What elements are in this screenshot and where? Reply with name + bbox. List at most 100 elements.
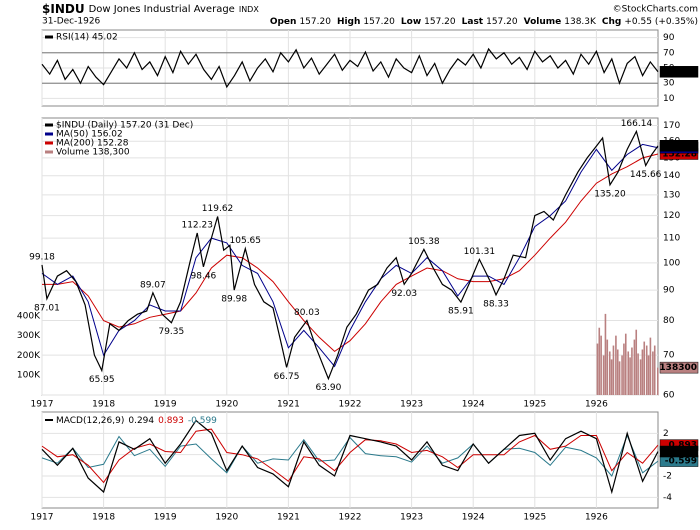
y-tick-label: 170 — [663, 121, 680, 131]
x-tick-label: 1922 — [339, 400, 362, 410]
y-tick-label: -4 — [663, 493, 672, 503]
x-tick-label: 1926 — [585, 400, 608, 410]
y2-tick-label: 400K — [17, 311, 41, 321]
quote-value: +0.55 (+0.35%) — [624, 17, 698, 27]
value-box-label: 0.294 — [669, 447, 697, 457]
volume-bar — [615, 335, 617, 395]
legend-swatch — [45, 123, 53, 127]
volume-bar — [606, 339, 609, 395]
quote-value: 157.20 — [299, 17, 331, 27]
quote-value: 157.20 — [424, 17, 456, 27]
annotation: 65.95 — [89, 375, 115, 385]
volume-bar — [649, 337, 652, 395]
volume-bar — [641, 349, 644, 395]
quote-label: Chg — [602, 17, 621, 27]
quote-label: High — [337, 17, 360, 27]
y-tick-label: 30 — [663, 79, 675, 89]
annotation: 101.31 — [464, 247, 496, 257]
x-tick-label: 1925 — [523, 513, 546, 523]
value-box-label: 0.893 — [669, 441, 697, 451]
annotation: 99.18 — [29, 252, 55, 262]
y-tick-label: 80 — [663, 316, 675, 326]
legend-title: MACD(12,26,9) — [56, 416, 124, 426]
quote: Open 157.20 High 157.20 Low 157.20 Last 157.20 V… — [270, 17, 698, 27]
value-box-label: 45.02 — [669, 67, 697, 77]
x-tick-label: 1921 — [277, 400, 300, 410]
annotation: 145.66 — [630, 170, 662, 180]
volume-bar — [657, 367, 659, 395]
legend-entry: MA(50) 156.02 — [56, 130, 123, 140]
annotation: 88.33 — [483, 299, 509, 309]
value-box-label: 152.28 — [662, 149, 697, 159]
x-tick-label: 1926 — [585, 513, 608, 523]
x-tick-label: 1920 — [215, 400, 238, 410]
x-tick-label: 1919 — [154, 400, 177, 410]
volume-bar — [612, 345, 615, 395]
quote-label: Open — [270, 17, 297, 27]
quote-label: Volume — [524, 17, 562, 27]
volume-bar — [608, 351, 611, 395]
y-tick-label: 70 — [663, 48, 675, 58]
exchange: INDX — [239, 5, 260, 14]
quote-value: 157.20 — [363, 17, 395, 27]
legend-value: 0.294 — [128, 416, 154, 426]
volume-bar — [618, 361, 621, 395]
x-tick-label: 1924 — [462, 513, 485, 523]
legend-value: -0.599 — [188, 416, 217, 426]
legend-entry: RSI(14) 45.02 — [56, 33, 118, 43]
y-tick-label: 130 — [663, 190, 680, 200]
annotation: 89.07 — [140, 280, 166, 290]
annotation: 105.38 — [408, 237, 440, 247]
legend-swatch — [45, 150, 53, 154]
annotation: 119.62 — [202, 204, 234, 214]
volume-bar — [652, 351, 654, 395]
x-tick-label: 1918 — [92, 400, 115, 410]
annotation: 166.14 — [621, 119, 653, 129]
y-tick-label: 100 — [663, 258, 680, 268]
legend-entry: Volume 138,300 — [56, 148, 130, 158]
volume-bar — [600, 335, 602, 395]
value-box — [659, 66, 699, 78]
annotation: 87.01 — [34, 303, 60, 313]
volume-bar — [629, 357, 631, 395]
series-line — [42, 153, 659, 353]
x-tick-label: 1923 — [400, 513, 423, 523]
legend-swatch — [45, 35, 53, 39]
annotation: 98.46 — [191, 271, 217, 281]
x-tick-label: 1917 — [31, 513, 54, 523]
volume-bar — [602, 355, 605, 395]
x-tick-label: 1917 — [31, 400, 54, 410]
annotation: 89.98 — [221, 295, 247, 305]
annotation: 80.03 — [294, 308, 320, 318]
y2-tick-label: 300K — [17, 331, 41, 341]
y-tick-label: 60 — [663, 391, 675, 401]
x-tick-label: 1922 — [339, 513, 362, 523]
y2-tick-label: 200K — [17, 351, 41, 361]
y-tick-label: -2 — [663, 472, 672, 482]
quote-label: Last — [462, 17, 484, 27]
volume-bar — [598, 327, 601, 395]
volume-bar — [639, 359, 642, 395]
y2-tick-label: 100K — [17, 371, 41, 381]
y-tick-label: 140 — [663, 171, 680, 181]
x-tick-label: 1918 — [92, 513, 115, 523]
x-tick-label: 1924 — [462, 400, 485, 410]
annotation: 92.03 — [391, 289, 417, 299]
value-box — [659, 445, 699, 458]
annotation: 135.20 — [594, 189, 626, 199]
x-tick-label: 1925 — [523, 400, 546, 410]
value-box — [659, 140, 699, 152]
volume-bar — [596, 343, 599, 395]
value-box — [659, 361, 699, 374]
source: ©StockCharts.com — [613, 5, 698, 15]
legend: MACD(12,26,9) 0.294 0.893 -0.599 — [56, 416, 217, 426]
annotation: 85.91 — [448, 307, 474, 317]
volume-bar — [624, 333, 627, 395]
quote-value: 157.20 — [486, 17, 518, 27]
volume-bar — [635, 329, 638, 395]
annotation: 112.23 — [181, 220, 213, 230]
value-box-label: 157.20 — [662, 141, 697, 151]
y-tick-label: 110 — [663, 234, 680, 244]
series-line — [41, 419, 659, 495]
volume-bar — [647, 355, 650, 395]
